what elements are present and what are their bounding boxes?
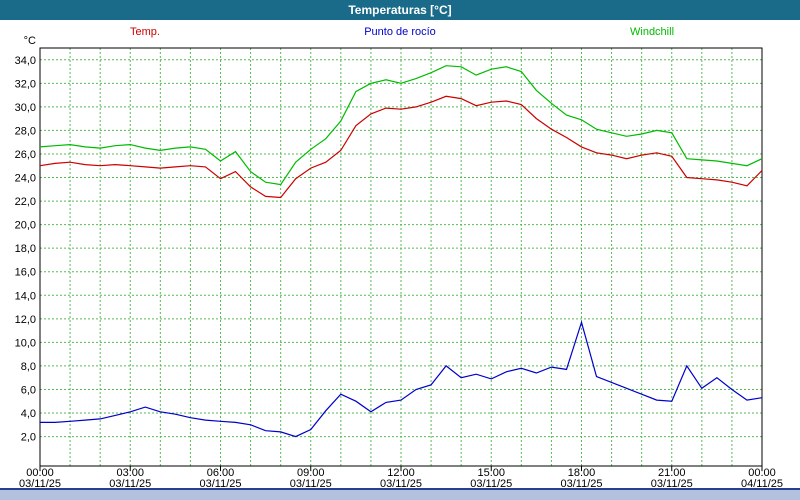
y-tick-label: 16,0 <box>15 267 36 279</box>
y-tick-label: 6,0 <box>21 384 36 396</box>
y-tick-label: 8,0 <box>21 361 36 373</box>
temperature-chart: °C 34,0 32,0 30,0 28,0 26,0 24,0 22,0 20,0 18,0 16… <box>15 35 783 490</box>
x-tick-time-label: 00:00 <box>748 467 776 479</box>
x-tick-date-label: 03/11/25 <box>651 478 693 490</box>
y-tick-label: 4,0 <box>21 408 36 420</box>
y-tick-label: 12,0 <box>15 314 36 326</box>
y-tick-label: 14,0 <box>15 290 36 302</box>
x-tick-time-label: 03:00 <box>116 467 144 479</box>
y-tick-label: 26,0 <box>15 149 36 161</box>
y-tick-label: 22,0 <box>15 196 36 208</box>
y-tick-label: 18,0 <box>15 243 36 255</box>
title-bar: Temperaturas [°C] <box>0 0 800 20</box>
y-tick-label: 24,0 <box>15 173 36 185</box>
y-tick-label: 10,0 <box>15 337 36 349</box>
x-tick-time-label: 21:00 <box>658 467 686 479</box>
dew-point-line <box>40 320 763 438</box>
x-tick-date-label: 03/11/25 <box>290 478 332 490</box>
y-tick-label: 2,0 <box>21 432 36 444</box>
x-tick-date-label: 04/11/25 <box>741 478 783 490</box>
window-title: Temperaturas [°C] <box>348 3 452 17</box>
x-tick-date-label: 03/11/25 <box>199 478 241 490</box>
y-tick-label: 30,0 <box>15 102 36 114</box>
x-tick-date-label: 03/11/25 <box>380 478 422 490</box>
x-tick-date-label: 03/11/25 <box>19 478 61 490</box>
y-tick-label: 34,0 <box>15 55 36 67</box>
x-tick-time-label: 15:00 <box>477 467 505 479</box>
y-tick-label: 32,0 <box>15 78 36 90</box>
y-tick-label: 28,0 <box>15 125 36 137</box>
x-tick-time-label: 18:00 <box>568 467 596 479</box>
y-axis-unit-label: °C <box>24 35 36 47</box>
bottom-strip <box>0 488 800 500</box>
x-tick-date-label: 03/11/25 <box>109 478 151 490</box>
chart-panel: Temp. Punto de rocío Windchill °C 34,0 32,… <box>0 20 800 490</box>
x-tick-time-label: 12:00 <box>387 467 415 479</box>
temp-line <box>39 95 763 199</box>
legend-windchill: Windchill <box>630 26 675 38</box>
legend-temp: Temp. <box>130 26 160 38</box>
x-tick-date-label: 03/11/25 <box>560 478 602 490</box>
x-tick-date-label: 03/11/25 <box>470 478 512 490</box>
x-tick-time-label: 09:00 <box>297 467 325 479</box>
legend-dew-point: Punto de rocío <box>364 26 436 38</box>
x-tick-time-label: 06:00 <box>207 467 235 479</box>
windchill-line <box>39 65 763 186</box>
x-tick-time-label: 00:00 <box>26 467 54 479</box>
y-tick-label: 20,0 <box>15 220 36 232</box>
